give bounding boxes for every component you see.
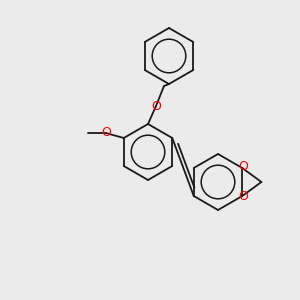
Text: O: O — [151, 100, 161, 112]
Text: O: O — [238, 160, 248, 173]
Text: O: O — [101, 127, 111, 140]
Text: O: O — [238, 190, 248, 203]
